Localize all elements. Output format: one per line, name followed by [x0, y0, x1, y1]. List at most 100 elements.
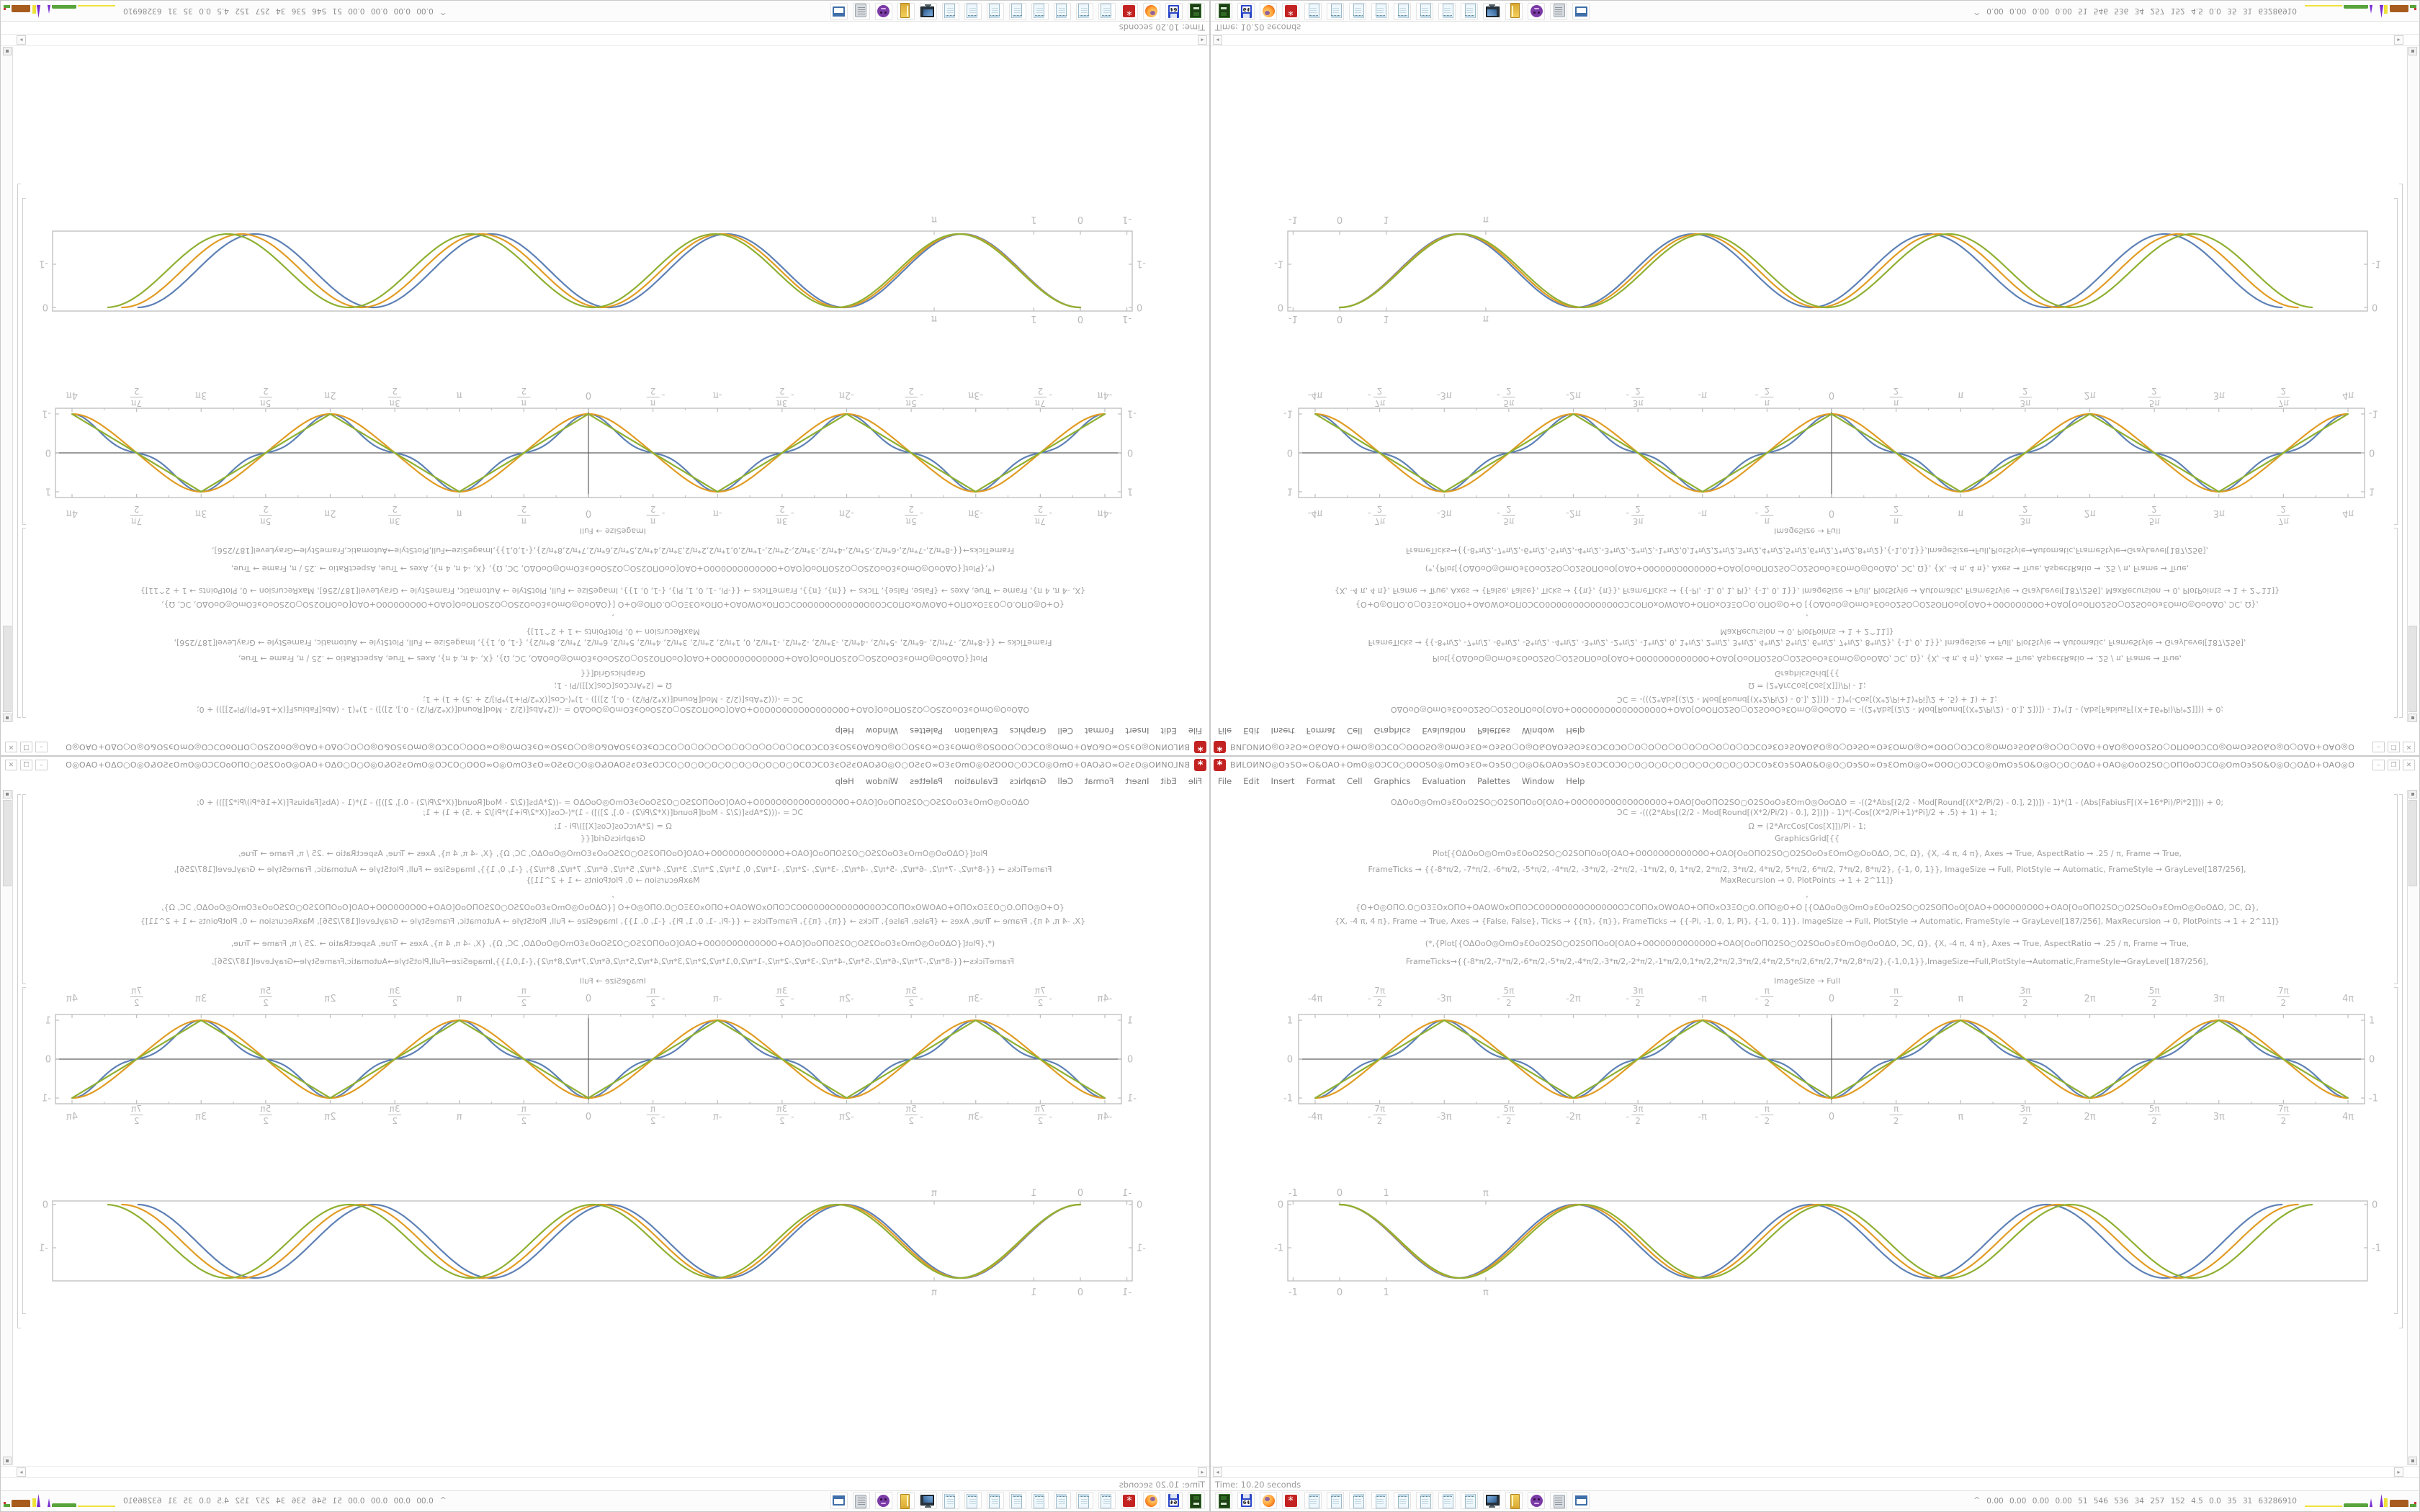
window-icon[interactable]: [1572, 3, 1590, 20]
folder-icon[interactable]: [897, 3, 915, 20]
notepad-icon[interactable]: [1371, 3, 1389, 20]
notepad-icon[interactable]: [1349, 1492, 1366, 1509]
window-icon[interactable]: [830, 1492, 848, 1509]
code-line-8[interactable]: ,: [611, 613, 614, 622]
code-line-5[interactable]: Plot[{OΔOoO◎OmO϶ƐOoO2SO○O2SOΠOoO[OΑO+O0O…: [1432, 849, 2182, 858]
minimize-button[interactable]: –: [2372, 760, 2385, 770]
menu-edit[interactable]: Edit: [1243, 776, 1260, 786]
scroll-left-button[interactable]: ◂: [1213, 35, 1222, 45]
menu-help[interactable]: Help: [835, 726, 854, 736]
restore-button[interactable]: ❐: [20, 742, 32, 752]
code-line-13[interactable]: ImageSize → Full: [579, 526, 647, 536]
menu-file[interactable]: File: [1218, 726, 1232, 736]
scroll-icon[interactable]: [853, 3, 870, 20]
menu-graphics[interactable]: Graphics: [1373, 776, 1411, 786]
menu-graphics[interactable]: Graphics: [1373, 726, 1411, 736]
notepad-icon[interactable]: [1054, 3, 1071, 20]
code-line-6[interactable]: FrameTicks → {{-8*π/2, -7*π/2, -6*π/2, -…: [1368, 865, 2246, 874]
minimize-button[interactable]: –: [2372, 742, 2385, 752]
notepad-icon[interactable]: [987, 1492, 1004, 1509]
code-line-12[interactable]: FrameTicks→{{-8*π/2,-7*π/2,-6*π/2,-5*π/2…: [1405, 546, 2209, 555]
code-line-11[interactable]: (*,{Plot[{OΔOoO◎OmO϶ƐOoO2SO○O2SOΠOoO[OΑO…: [1425, 939, 2190, 948]
scroll-up-button[interactable]: [3, 790, 12, 798]
restore-button[interactable]: ❐: [2388, 760, 2400, 770]
menu-help[interactable]: Help: [835, 776, 854, 786]
scroll-right-button[interactable]: ▸: [2394, 1467, 2403, 1477]
scroll-icon[interactable]: [1550, 1492, 1567, 1509]
code-line-10[interactable]: {X, -4 π, 4 π}, Frame → True, Axes → {Fa…: [140, 917, 1086, 926]
code-line-3[interactable]: Ω = (2*ArcCos[Cos[X]])/Pi - 1;: [1748, 681, 1866, 690]
code-line-9[interactable]: {O+O◎OΠO.O○O3ΞOxOΠO+OΑOWOxOΠOƆCO0O0O0O0O…: [161, 903, 1065, 912]
notepad-icon[interactable]: [1098, 3, 1116, 20]
menu-insert[interactable]: Insert: [1125, 776, 1150, 786]
scroll-right-button[interactable]: ▸: [17, 35, 26, 45]
menu-insert[interactable]: Insert: [1270, 726, 1295, 736]
horizontal-scrollbar[interactable]: ◂ ▸: [1, 34, 1209, 46]
display-icon[interactable]: [920, 1492, 937, 1509]
scroll-up-button[interactable]: [2408, 714, 2417, 722]
firefox-icon[interactable]: [1143, 3, 1160, 20]
notepad-icon[interactable]: [1304, 1492, 1322, 1509]
menu-format[interactable]: Format: [1306, 776, 1336, 786]
scroll-icon[interactable]: [853, 1492, 870, 1509]
code-line-8[interactable]: ,: [611, 890, 614, 899]
code-line-1[interactable]: OΔOoO◎OmO϶ƐOoO2SO○O2SOΠOoO[OΑO+O0O0O0O0O…: [1390, 705, 2224, 714]
floppy-64-icon[interactable]: 64: [1237, 1492, 1255, 1509]
code-line-8[interactable]: ,: [1806, 613, 1809, 622]
cell-bracket-group[interactable]: [2399, 184, 2403, 718]
cell-bracket-group[interactable]: [2399, 794, 2403, 1328]
firefox-icon[interactable]: [1260, 3, 1277, 20]
menu-file[interactable]: File: [1188, 726, 1202, 736]
restore-button[interactable]: ❐: [20, 760, 32, 770]
code-line-10[interactable]: {X, -4 π, 4 π}, Frame → True, Axes → {Fa…: [1334, 917, 2280, 926]
code-cells[interactable]: OΔOoO◎OmO϶ƐOoO2SO○O2SOΠOoO[OΑO+O0O0O0O0O…: [1211, 518, 2403, 719]
scroll-up-button[interactable]: [2408, 790, 2417, 798]
tray-chevron-icon[interactable]: ^: [439, 7, 447, 17]
menu-cell[interactable]: Cell: [1347, 726, 1363, 736]
menu-evaluation[interactable]: Evaluation: [1422, 776, 1466, 786]
menu-palettes[interactable]: Palettes: [910, 776, 943, 786]
horizontal-scrollbar[interactable]: ◂ ▸: [1211, 1466, 2419, 1478]
mathematica-icon[interactable]: *: [1121, 1492, 1138, 1509]
code-line-3[interactable]: Ω = (2*ArcCos[Cos[X]])/Pi - 1;: [554, 822, 672, 831]
code-line-2[interactable]: ƆC = -(((2*Abs[(2/2 - Mod[Round[(X*2/Pi/…: [422, 808, 804, 817]
notepad-icon[interactable]: [1076, 3, 1093, 20]
floppy-64-icon[interactable]: 64: [1237, 3, 1255, 20]
code-line-9[interactable]: {O+O◎OΠO.O○O3ΞOxOΠO+OΑOWOxOΠOƆCO0O0O0O0O…: [1355, 903, 2259, 912]
drive-green-icon[interactable]: [1215, 3, 1232, 20]
vertical-scroll-thumb[interactable]: [2408, 626, 2417, 712]
scroll-down-button[interactable]: [3, 47, 12, 55]
notepad-icon[interactable]: [1031, 1492, 1049, 1509]
code-line-7[interactable]: MaxRecursion → 0, PlotPoints → 1 + 2^11]…: [1720, 627, 1894, 636]
tray-monitor-graph-icon[interactable]: [2303, 2, 2417, 19]
menu-help[interactable]: Help: [1566, 726, 1585, 736]
code-line-10[interactable]: {X, -4 π, 4 π}, Frame → True, Axes → {Fa…: [1334, 586, 2280, 595]
code-line-3[interactable]: Ω = (2*ArcCos[Cos[X]])/Pi - 1;: [1748, 822, 1866, 831]
notepad-icon[interactable]: [964, 1492, 982, 1509]
menu-format[interactable]: Format: [1306, 726, 1336, 736]
scroll-right-button[interactable]: ▸: [2394, 35, 2403, 45]
menu-cell[interactable]: Cell: [1057, 776, 1073, 786]
menu-graphics[interactable]: Graphics: [1009, 726, 1047, 736]
menu-edit[interactable]: Edit: [1160, 726, 1177, 736]
code-line-13[interactable]: ImageSize → Full: [1773, 526, 1841, 536]
code-line-1[interactable]: OΔOoO◎OmO϶ƐOoO2SO○O2SOΠOoO[OΑO+O0O0O0O0O…: [196, 798, 1030, 807]
floppy-64-icon[interactable]: 64: [1165, 1492, 1183, 1509]
code-line-11[interactable]: (*,{Plot[{OΔOoO◎OmO϶ƐOoO2SO○O2SOΠOoO[OΑO…: [230, 564, 995, 573]
window-icon[interactable]: [830, 3, 848, 20]
code-line-6[interactable]: FrameTicks → {{-8*π/2, -7*π/2, -6*π/2, -…: [174, 638, 1052, 647]
cell-bracket-code[interactable]: [2394, 528, 2398, 718]
minimize-button[interactable]: –: [35, 742, 48, 752]
cell-bracket-group[interactable]: [17, 794, 21, 1328]
vertical-scrollbar[interactable]: [2407, 47, 2419, 722]
close-button[interactable]: ✕: [2403, 760, 2415, 770]
notepad-icon[interactable]: [1009, 3, 1026, 20]
code-line-5[interactable]: Plot[{OΔOoO◎OmO϶ƐOoO2SO○O2SOΠOoO[OΑO+O0O…: [1432, 654, 2182, 663]
notepad-icon[interactable]: [1416, 1492, 1433, 1509]
notepad-icon[interactable]: [1438, 1492, 1456, 1509]
tray-chevron-icon[interactable]: ^: [439, 1495, 447, 1505]
code-line-4[interactable]: GraphicsGrid[{{: [1775, 669, 1839, 678]
close-button[interactable]: ✕: [5, 742, 17, 752]
code-line-13[interactable]: ImageSize → Full: [579, 976, 647, 986]
drive-green-icon[interactable]: [1188, 1492, 1205, 1509]
